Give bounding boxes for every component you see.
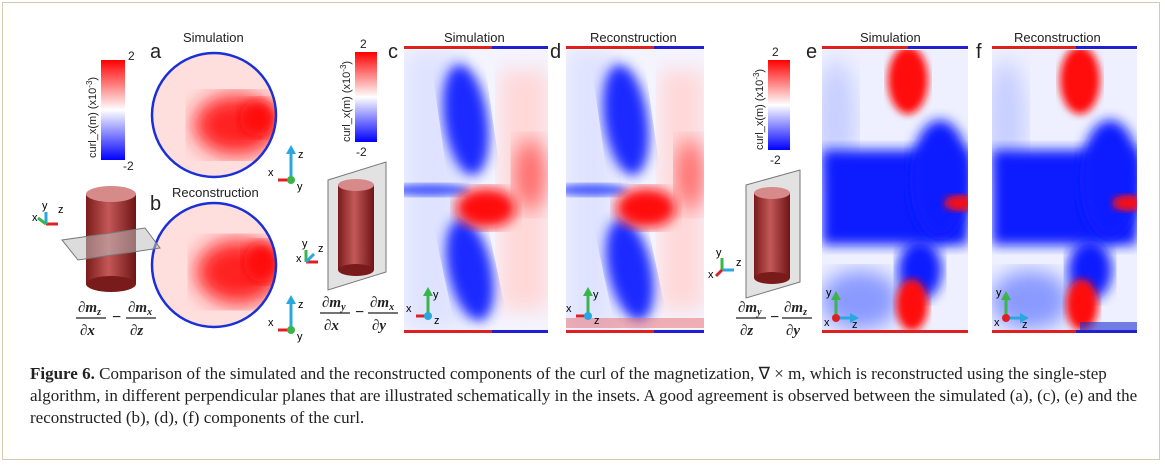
axes-icon-cd-left: x y z [296,238,324,265]
svg-text:curl_x(m) (x10-3): curl_x(m) (x10-3) [339,61,353,142]
svg-text:y: y [826,287,832,299]
panel-b-disk [152,203,276,327]
svg-text:z: z [736,257,742,269]
panel-e-title: Simulation [860,30,921,45]
svg-text:z: z [1022,319,1028,331]
axes-icon-d: y x z [566,287,600,327]
svg-text:∂mz: ∂mz [78,300,101,318]
svg-text:curl_x(m) (x10-3): curl_x(m) (x10-3) [752,69,766,150]
figure-frame [2,2,1160,460]
figure-caption: Figure 6. Comparison of the simulated an… [30,363,1140,429]
colorbar-cd: 2 -2 curl_x(m) (x10-3) [339,37,377,159]
svg-text:y: y [433,289,439,301]
svg-text:∂mx: ∂mx [128,300,152,318]
svg-text:2: 2 [360,37,367,51]
svg-text:−: − [112,309,121,326]
axes-icon-e: y x z [824,287,859,331]
panel-d-map [566,50,704,330]
colorbar-ef: 2 -2 curl_x(m) (x10-3) [752,45,790,167]
caption-label: Figure 6. [30,364,95,383]
svg-text:-2: -2 [356,145,367,159]
svg-text:∂mz: ∂mz [784,300,807,318]
svg-text:y: y [297,181,303,193]
formula-ab: ∂mz ∂x − ∂mx ∂z [76,300,156,339]
panel-a-disk [152,53,276,177]
svg-text:y: y [996,287,1002,299]
svg-text:−: − [355,304,364,321]
svg-text:x: x [406,303,412,315]
svg-text:∂my: ∂my [738,300,762,318]
svg-text:y: y [302,238,308,250]
colorbar-label: curl_x(m) (x10-3) [85,77,99,158]
axes-icon-ef-left: x y z [708,247,742,281]
svg-text:∂z: ∂z [130,323,143,339]
svg-text:∂x: ∂x [324,318,339,334]
panel-letter-a: a [150,41,162,63]
panel-letter-e: e [806,41,817,63]
svg-text:x: x [566,303,572,315]
svg-text:∂mx: ∂mx [370,295,394,313]
svg-text:z: z [298,299,304,311]
svg-text:y: y [297,331,303,343]
svg-text:z: z [434,315,440,327]
axes-icon-ab-bottom: z x y [268,295,304,343]
colorbar-ab: 2 -2 curl_x(m) (x10-3) [85,49,135,173]
panel-c-title: Simulation [444,30,505,45]
axes-icon-c: y x z [406,287,440,327]
cylinder-inset-cd [327,161,387,291]
svg-text:y: y [593,289,599,301]
svg-text:x: x [824,317,830,329]
axes-icon-f: y x z [994,287,1029,331]
svg-text:∂z: ∂z [740,323,753,339]
axes-icon-ab-right: z x y [268,145,304,193]
svg-text:-2: -2 [123,159,134,173]
panel-f-map [992,50,1137,330]
svg-text:∂my: ∂my [322,295,346,313]
cylinder-inset-ab [61,186,161,292]
svg-text:∂x: ∂x [80,323,95,339]
formula-ef: ∂my ∂z − ∂mz ∂y [736,300,812,339]
svg-text:∂y: ∂y [786,323,800,339]
caption-text: Comparison of the simulated and the reco… [30,364,1138,427]
svg-text:z: z [58,204,64,216]
svg-text:x: x [994,317,1000,329]
cylinder-inset-ef [745,169,801,299]
svg-text:x: x [268,167,274,179]
svg-text:2: 2 [772,45,779,59]
panel-letter-b: b [150,193,161,215]
panel-a-title: Simulation [183,30,244,45]
panel-letter-f: f [976,41,982,63]
svg-text:−: − [770,309,779,326]
svg-text:∂y: ∂y [372,318,386,334]
panel-c-map [404,50,548,330]
svg-text:y: y [42,200,48,212]
svg-text:z: z [318,243,324,255]
svg-text:z: z [594,315,600,327]
svg-text:y: y [716,247,722,259]
panel-f-title: Reconstruction [1014,30,1101,45]
svg-text:x: x [32,212,38,224]
panel-letter-c: c [388,41,398,63]
panel-b-title: Reconstruction [172,185,259,200]
svg-text:-2: -2 [770,153,781,167]
axes-icon-ab-left: x y z [32,200,64,226]
svg-text:x: x [268,317,274,329]
svg-text:z: z [298,149,304,161]
svg-text:z: z [852,319,858,331]
figure-6: 2 -2 curl_x(m) (x10-3) a b Simulation Re… [32,30,1137,343]
panel-e-map [822,50,968,330]
svg-text:x: x [708,269,714,281]
formula-cd: ∂my ∂x − ∂mx ∂y [320,295,398,334]
panel-letter-d: d [550,41,561,63]
panel-d-title: Reconstruction [590,30,677,45]
svg-text:x: x [296,253,302,265]
svg-text:2: 2 [128,49,135,63]
